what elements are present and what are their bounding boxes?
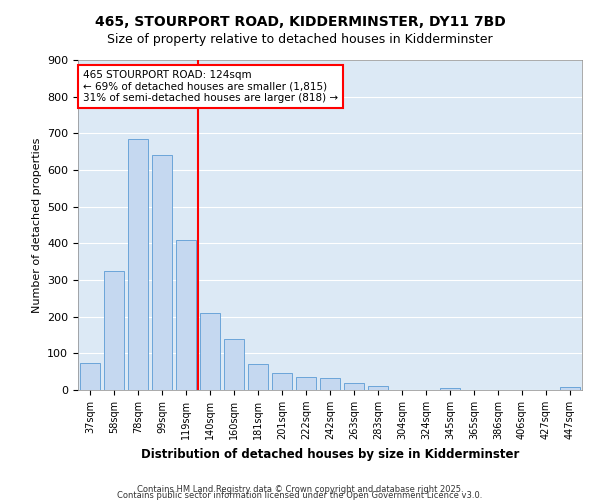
Bar [224,338,244,390]
Bar [128,139,148,390]
Bar [272,373,292,390]
Bar [176,240,196,390]
Bar [368,386,388,390]
Text: Size of property relative to detached houses in Kidderminster: Size of property relative to detached ho… [107,32,493,46]
Text: 465, STOURPORT ROAD, KIDDERMINSTER, DY11 7BD: 465, STOURPORT ROAD, KIDDERMINSTER, DY11… [95,15,505,29]
Bar [80,362,100,390]
Bar [440,388,460,390]
Text: Contains HM Land Registry data © Crown copyright and database right 2025.: Contains HM Land Registry data © Crown c… [137,484,463,494]
Text: 465 STOURPORT ROAD: 124sqm
← 69% of detached houses are smaller (1,815)
31% of s: 465 STOURPORT ROAD: 124sqm ← 69% of deta… [83,70,338,103]
Bar [152,156,172,390]
Bar [296,377,316,390]
Text: Contains public sector information licensed under the Open Government Licence v3: Contains public sector information licen… [118,490,482,500]
Bar [104,271,124,390]
Bar [200,313,220,390]
Bar [320,378,340,390]
Bar [248,364,268,390]
X-axis label: Distribution of detached houses by size in Kidderminster: Distribution of detached houses by size … [141,448,519,460]
Bar [344,384,364,390]
Y-axis label: Number of detached properties: Number of detached properties [32,138,41,312]
Bar [560,388,580,390]
